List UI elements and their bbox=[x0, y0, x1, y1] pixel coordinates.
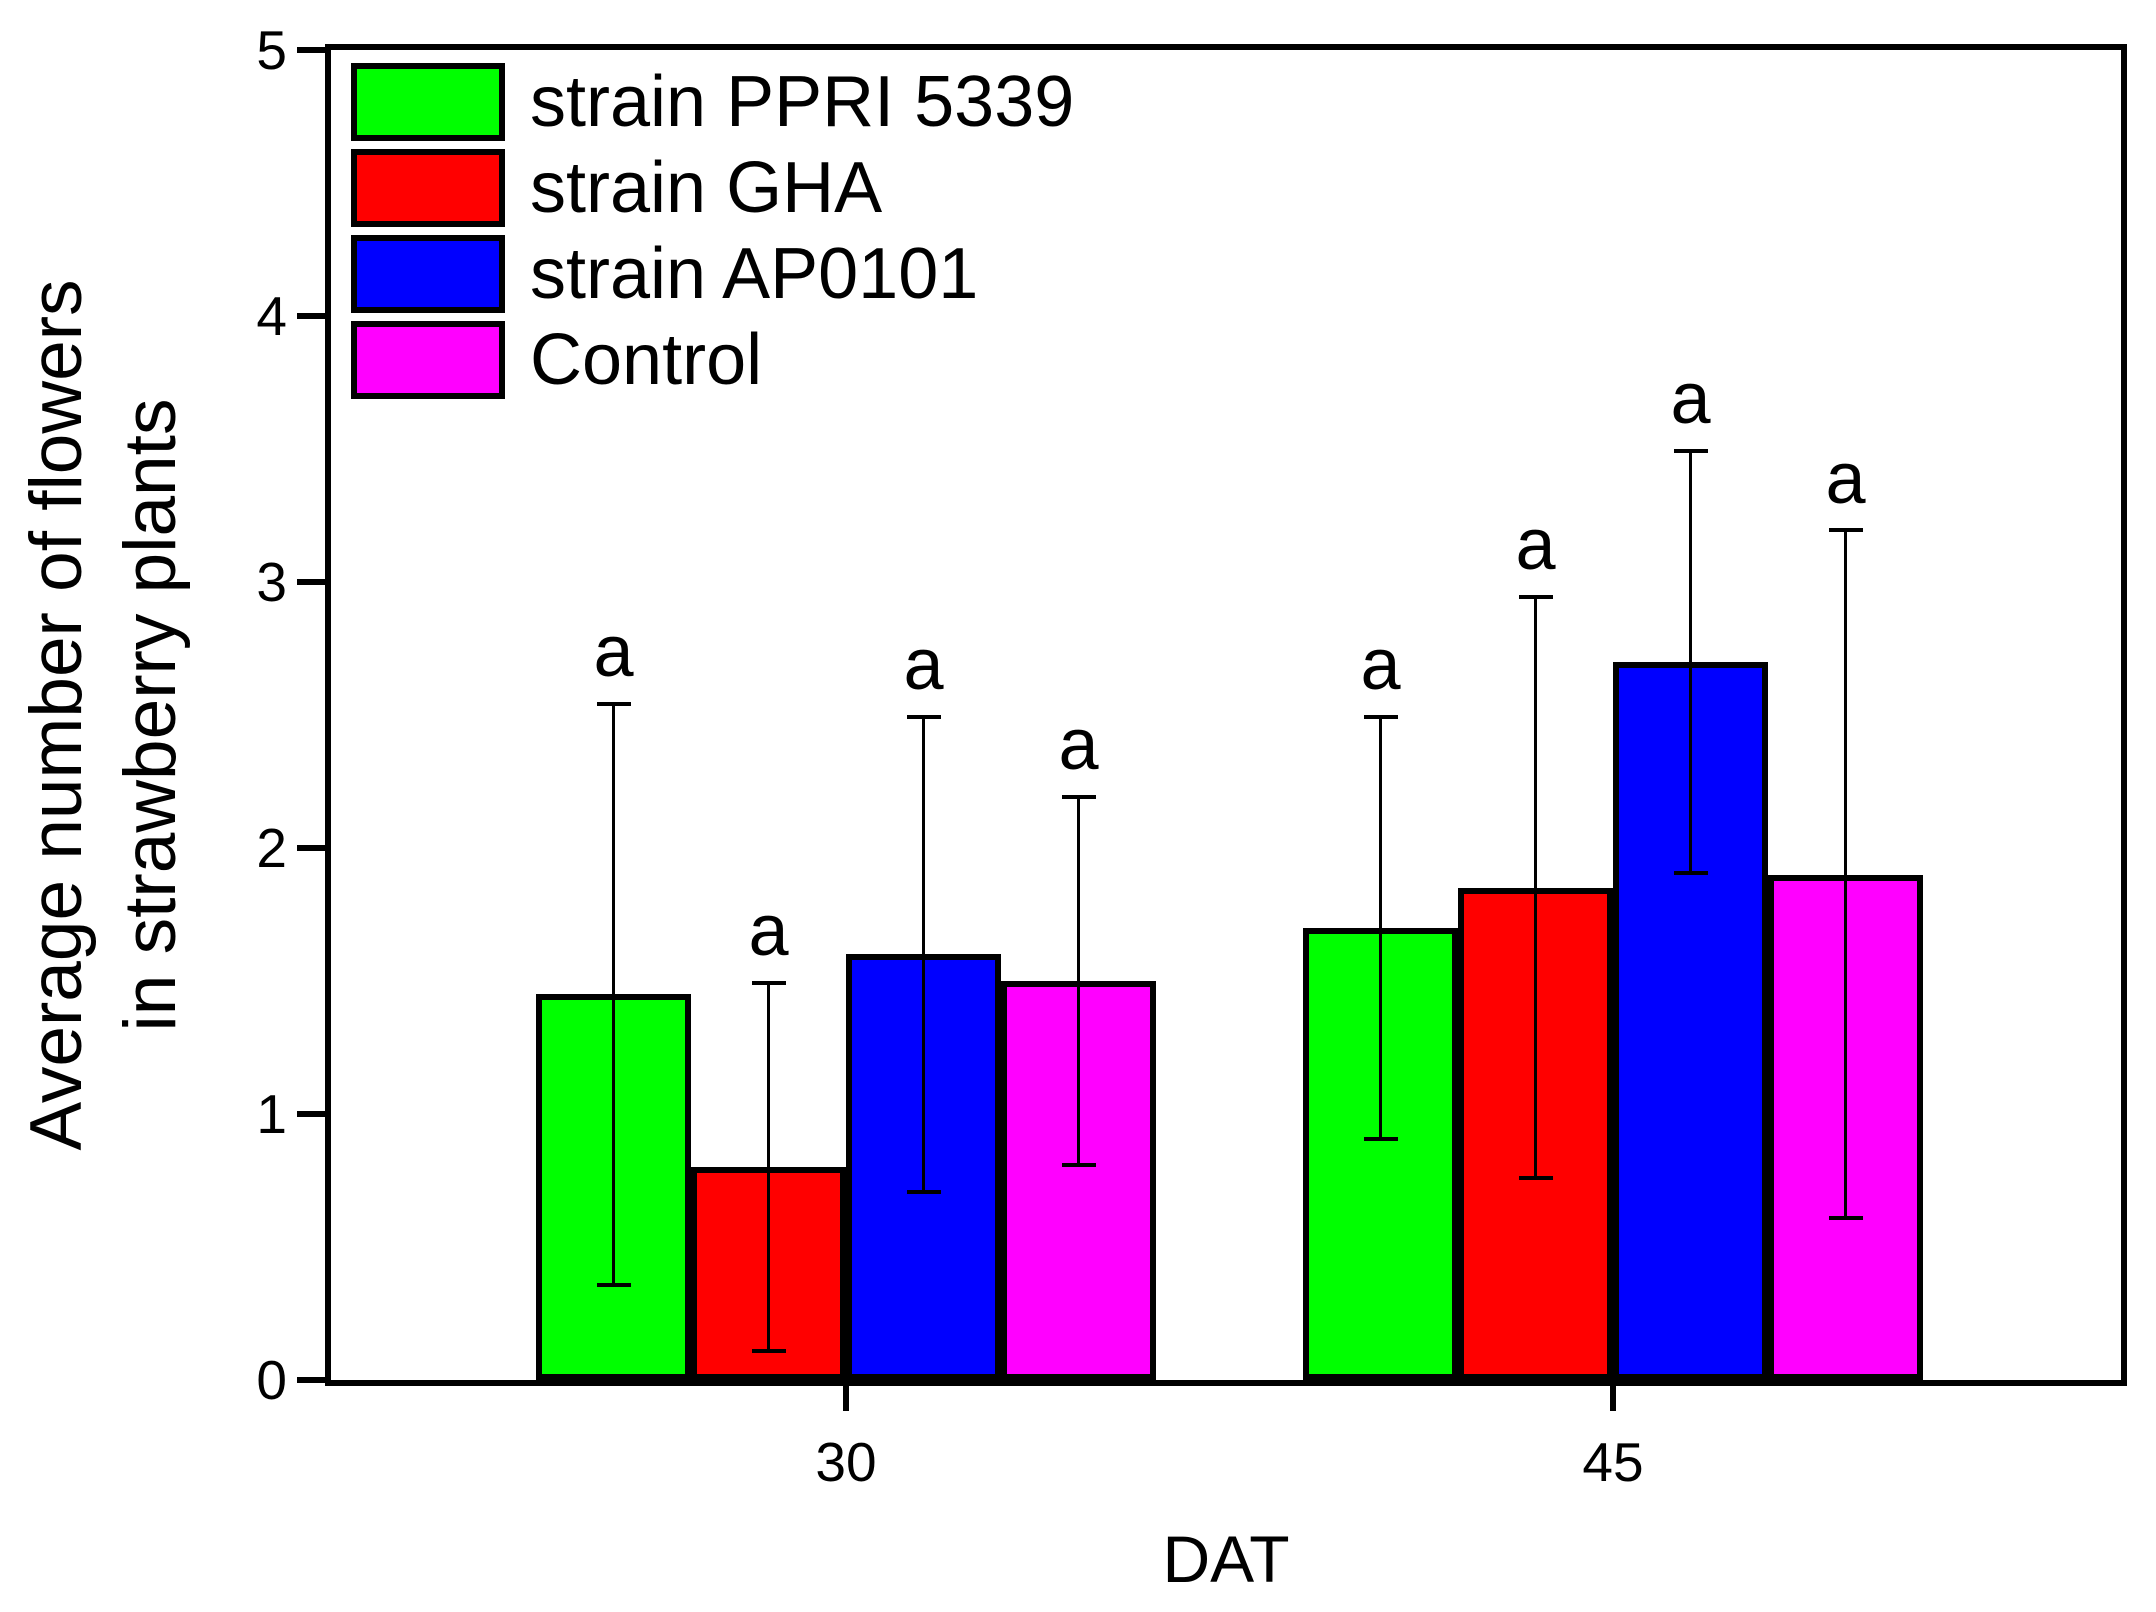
error-bar-bottom-cap bbox=[596, 1283, 631, 1287]
legend-row: strain AP0101 bbox=[351, 235, 1074, 313]
y-axis-tick bbox=[297, 313, 325, 319]
error-bar-bottom-cap bbox=[1363, 1137, 1398, 1141]
error-bar bbox=[596, 702, 631, 1287]
error-bar-bottom-cap bbox=[1061, 1163, 1096, 1167]
legend-row: Control bbox=[351, 321, 1074, 399]
y-axis-tick bbox=[297, 579, 325, 585]
error-bar-line bbox=[922, 715, 925, 1194]
y-axis-title-line1: Average number of flowers bbox=[16, 279, 97, 1151]
error-bar-line bbox=[612, 702, 615, 1287]
x-axis-tick bbox=[1610, 1386, 1616, 1411]
error-bar-line bbox=[1844, 528, 1847, 1220]
error-bar bbox=[906, 715, 941, 1194]
error-bar-top-cap bbox=[1061, 795, 1096, 799]
legend-label: strain PPRI 5339 bbox=[530, 62, 1075, 142]
error-bar-line bbox=[1379, 715, 1382, 1141]
legend: strain PPRI 5339 strain GHA strain AP0101 C… bbox=[351, 63, 1074, 407]
error-bar-line bbox=[1534, 595, 1537, 1180]
significance-letter: a bbox=[903, 625, 944, 705]
error-bar-top-cap bbox=[1518, 595, 1553, 599]
error-bar-top-cap bbox=[1363, 715, 1398, 719]
y-axis-tick-label: 2 bbox=[256, 817, 287, 879]
error-bar bbox=[1673, 449, 1708, 875]
y-axis-tick bbox=[297, 47, 325, 53]
legend-swatch bbox=[351, 235, 505, 313]
legend-swatch bbox=[351, 321, 505, 399]
significance-letter: a bbox=[1670, 359, 1711, 439]
error-bar-line bbox=[1077, 795, 1080, 1167]
error-bar bbox=[1518, 595, 1553, 1180]
y-axis-tick-label: 1 bbox=[256, 1083, 287, 1145]
error-bar-top-cap bbox=[596, 702, 631, 706]
y-axis-tick-label: 4 bbox=[256, 285, 287, 347]
x-axis-title: DAT bbox=[1162, 1522, 1290, 1596]
error-bar bbox=[1061, 795, 1096, 1167]
legend-swatch bbox=[351, 149, 505, 227]
error-bar-top-cap bbox=[1673, 449, 1708, 453]
error-bar-top-cap bbox=[751, 981, 786, 985]
plot-area: a a a a a a a a strain PPRI 5339 strain GHA strai… bbox=[325, 44, 2127, 1386]
significance-letter: a bbox=[1825, 439, 1866, 519]
error-bar bbox=[1828, 528, 1863, 1220]
x-axis-tick-label: 45 bbox=[1582, 1431, 1644, 1493]
significance-letter: a bbox=[1360, 625, 1401, 705]
error-bar bbox=[751, 981, 786, 1353]
legend-label: Control bbox=[530, 320, 763, 400]
error-bar-bottom-cap bbox=[1673, 871, 1708, 875]
error-bar bbox=[1363, 715, 1398, 1141]
legend-row: strain PPRI 5339 bbox=[351, 63, 1074, 141]
significance-letter: a bbox=[593, 612, 634, 692]
y-axis-tick-label: 5 bbox=[256, 19, 287, 81]
x-axis-tick bbox=[843, 1386, 849, 1411]
legend-row: strain GHA bbox=[351, 149, 1074, 227]
significance-letter: a bbox=[1058, 705, 1099, 785]
error-bar-top-cap bbox=[906, 715, 941, 719]
y-axis-tick bbox=[297, 845, 325, 851]
error-bar-bottom-cap bbox=[1828, 1216, 1863, 1220]
error-bar-bottom-cap bbox=[906, 1190, 941, 1194]
y-axis-tick-label: 3 bbox=[256, 551, 287, 613]
error-bar-bottom-cap bbox=[1518, 1176, 1553, 1180]
y-axis-tick bbox=[297, 1111, 325, 1117]
y-axis-tick-label: 0 bbox=[256, 1349, 287, 1411]
error-bar-top-cap bbox=[1828, 528, 1863, 532]
legend-label: strain GHA bbox=[530, 148, 883, 228]
error-bar-bottom-cap bbox=[751, 1349, 786, 1353]
legend-label: strain AP0101 bbox=[530, 234, 979, 314]
error-bar-line bbox=[1689, 449, 1692, 875]
y-axis-title-line2: in strawberry plants bbox=[110, 398, 191, 1032]
error-bar-line bbox=[767, 981, 770, 1353]
x-axis-tick-label: 30 bbox=[815, 1431, 877, 1493]
significance-letter: a bbox=[1515, 505, 1556, 585]
legend-swatch bbox=[351, 63, 505, 141]
y-axis-title: Average number of flowers in strawberry … bbox=[10, 279, 198, 1150]
y-axis-tick bbox=[297, 1377, 325, 1383]
significance-letter: a bbox=[748, 891, 789, 971]
